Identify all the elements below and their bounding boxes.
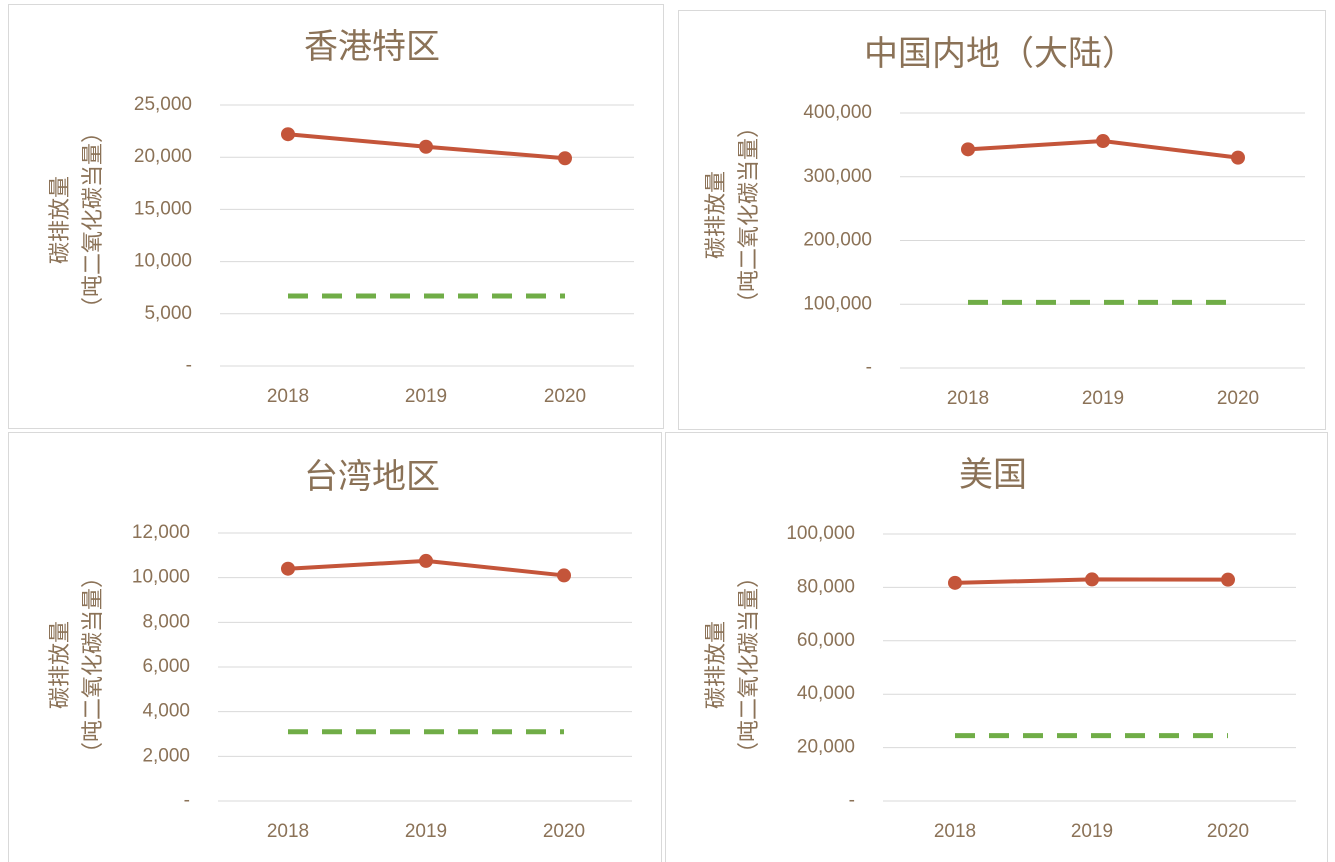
y-axis-label: （吨二氧化碳当量） (80, 566, 105, 764)
y-tick-label: 6,000 (142, 656, 190, 677)
y-tick-label: 80,000 (797, 576, 855, 597)
y-tick-label: 4,000 (142, 701, 190, 722)
y-tick-label: 8,000 (142, 611, 190, 632)
marker (1096, 134, 1110, 149)
marker (419, 553, 433, 568)
x-tick-label: 2020 (1207, 821, 1249, 842)
x-tick-label: 2020 (544, 386, 586, 407)
marker (419, 139, 433, 154)
y-axis-label: （吨二氧化碳当量） (80, 121, 105, 319)
marker (557, 568, 571, 583)
y-axis-label: 碳排放量 (703, 621, 728, 709)
y-axis-label: （吨二氧化碳当量） (736, 116, 761, 314)
x-tick-label: 2019 (1071, 821, 1113, 842)
x-tick-label: 2018 (267, 386, 309, 407)
x-tick-label: 2018 (947, 388, 989, 409)
y-tick-label: 5,000 (144, 303, 192, 324)
panel (678, 10, 1326, 430)
marker (961, 142, 975, 157)
y-tick-label: 300,000 (803, 166, 872, 187)
y-tick-label: 100,000 (786, 523, 855, 544)
marker (1085, 572, 1099, 587)
panel (665, 432, 1328, 862)
y-tick-label: 60,000 (797, 630, 855, 651)
marker (558, 151, 572, 166)
y-tick-label: 400,000 (803, 102, 872, 123)
y-tick-label: 15,000 (134, 198, 192, 219)
y-tick-label: - (866, 357, 872, 378)
y-tick-label: 2,000 (142, 745, 190, 766)
y-tick-label: 20,000 (797, 737, 855, 758)
marker (281, 127, 295, 142)
panel (8, 432, 662, 862)
y-tick-label: 10,000 (134, 251, 192, 272)
panel (8, 4, 664, 429)
x-tick-label: 2019 (1082, 388, 1124, 409)
x-tick-label: 2019 (405, 386, 447, 407)
x-tick-label: 2019 (405, 821, 447, 842)
y-tick-label: - (186, 355, 192, 376)
marker (1231, 150, 1245, 165)
y-tick-label: 20,000 (134, 146, 192, 167)
x-tick-label: 2018 (934, 821, 976, 842)
chart-title: 中国内地（大陆） (864, 35, 1136, 73)
y-tick-label: 10,000 (132, 567, 190, 588)
y-tick-label: - (184, 790, 190, 811)
x-tick-label: 2020 (543, 821, 585, 842)
y-tick-label: 12,000 (132, 522, 190, 543)
y-tick-label: 40,000 (797, 683, 855, 704)
marker (1221, 572, 1235, 587)
y-axis-label: 碳排放量 (703, 171, 728, 259)
y-axis-label: 碳排放量 (47, 621, 72, 709)
y-tick-label: 200,000 (803, 230, 872, 251)
marker (281, 561, 295, 576)
chart-title: 台湾地区 (304, 458, 440, 496)
x-tick-label: 2018 (267, 821, 309, 842)
y-tick-label: - (849, 790, 855, 811)
x-tick-label: 2020 (1217, 388, 1259, 409)
chart-title: 美国 (959, 456, 1027, 494)
y-axis-label: 碳排放量 (47, 176, 72, 264)
y-axis-label: （吨二氧化碳当量） (736, 566, 761, 764)
y-tick-label: 100,000 (803, 293, 872, 314)
y-tick-label: 25,000 (134, 94, 192, 115)
chart-title: 香港特区 (304, 28, 440, 66)
marker (948, 575, 962, 590)
